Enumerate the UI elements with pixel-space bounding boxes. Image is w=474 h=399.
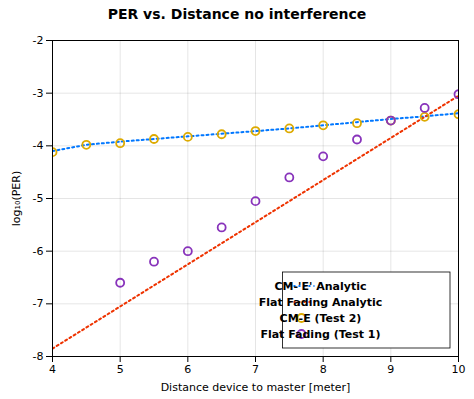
svg-text:CM-E (Test 2): CM-E (Test 2) [280, 312, 362, 325]
svg-text:8: 8 [320, 363, 327, 376]
svg-text:-4: -4 [33, 139, 44, 152]
svg-text:7: 7 [252, 363, 259, 376]
svg-text:10: 10 [452, 363, 466, 376]
svg-text:-3: -3 [33, 87, 44, 100]
svg-text:9: 9 [387, 363, 394, 376]
svg-text:Flat Fading (Test 1): Flat Fading (Test 1) [260, 328, 380, 341]
svg-text:5: 5 [117, 363, 124, 376]
svg-text:Flat Fading Analytic: Flat Fading Analytic [259, 296, 383, 309]
svg-text:-5: -5 [33, 192, 44, 205]
svg-text:CM-'E' Analytic: CM-'E' Analytic [275, 280, 367, 293]
html-text:PER vs. Distance no interferen: PER vs. Distance no interference [107, 6, 367, 22]
svg-text:6: 6 [184, 363, 191, 376]
svg-text:-2: -2 [33, 34, 44, 47]
svg-text:Distance device to master [met: Distance device to master [meter] [161, 381, 351, 394]
svg-text:4: 4 [49, 363, 56, 376]
svg-text:-8: -8 [33, 350, 44, 363]
svg-text:log₁₀(PER): log₁₀(PER) [10, 171, 23, 226]
svg-text:-7: -7 [33, 297, 44, 310]
svg-text:-6: -6 [33, 245, 44, 258]
